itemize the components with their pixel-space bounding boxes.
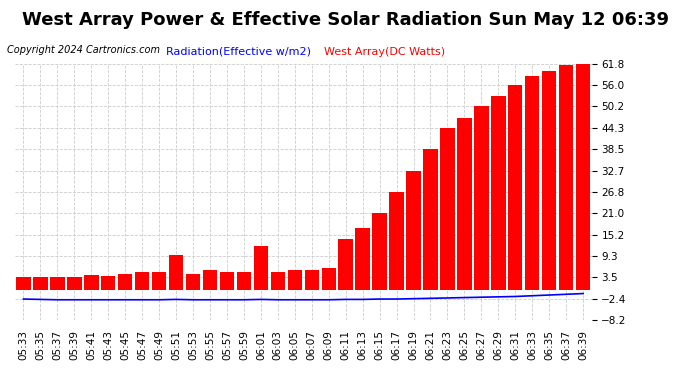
Bar — [270, 272, 285, 290]
Bar — [67, 278, 81, 290]
Bar — [457, 118, 472, 290]
Bar — [339, 239, 353, 290]
Bar — [186, 274, 200, 290]
Text: Copyright 2024 Cartronics.com: Copyright 2024 Cartronics.com — [7, 45, 160, 55]
Bar — [220, 272, 234, 290]
Text: West Array(DC Watts): West Array(DC Watts) — [324, 47, 446, 57]
Bar — [203, 270, 217, 290]
Bar — [373, 213, 387, 290]
Bar — [288, 270, 302, 290]
Bar — [559, 65, 573, 290]
Bar — [118, 274, 132, 290]
Bar — [474, 106, 489, 290]
Bar — [50, 278, 65, 290]
Bar — [322, 268, 336, 290]
Bar — [254, 246, 268, 290]
Bar — [423, 149, 437, 290]
Bar — [525, 76, 540, 290]
Bar — [508, 85, 522, 290]
Bar — [237, 272, 251, 290]
Bar — [440, 128, 455, 290]
Bar — [101, 276, 115, 290]
Bar — [355, 228, 370, 290]
Bar — [17, 278, 30, 290]
Bar — [33, 278, 48, 290]
Bar — [152, 272, 166, 290]
Bar — [135, 272, 150, 290]
Bar — [84, 275, 99, 290]
Bar — [542, 70, 556, 290]
Bar — [491, 96, 506, 290]
Text: West Array Power & Effective Solar Radiation Sun May 12 06:39: West Array Power & Effective Solar Radia… — [21, 11, 669, 29]
Bar — [169, 255, 184, 290]
Bar — [304, 270, 319, 290]
Bar — [389, 192, 404, 290]
Bar — [576, 64, 591, 290]
Bar — [406, 171, 421, 290]
Text: Radiation(Effective w/m2): Radiation(Effective w/m2) — [166, 47, 310, 57]
